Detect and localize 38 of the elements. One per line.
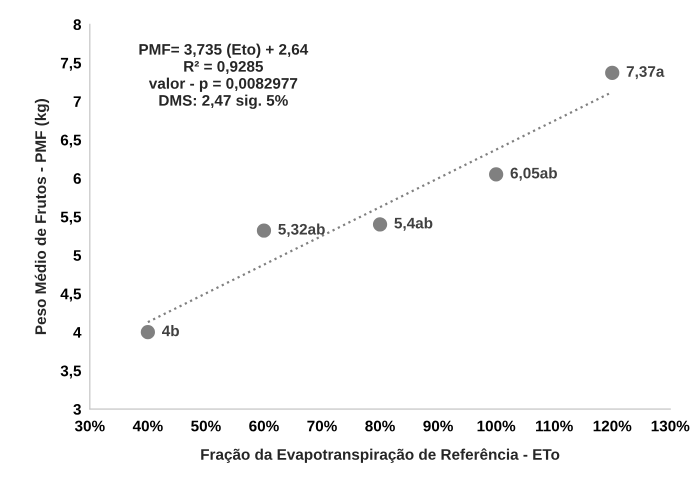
x-tick-label: 90%: [423, 420, 453, 432]
annotation: DMS: 2,47 sig. 5%: [159, 94, 288, 109]
x-tick-label: 130%: [652, 420, 690, 432]
x-tick-label: 30%: [74, 420, 105, 432]
annotation: valor - p = 0,0082977: [148, 78, 298, 92]
point: [256, 223, 272, 238]
data-label: 4b: [162, 325, 179, 336]
x-tick-label: 100%: [478, 420, 516, 432]
y-tick-label: 4: [73, 327, 82, 338]
y-tick-label: 6,5: [60, 134, 82, 148]
x-tick-label: 70%: [307, 420, 337, 432]
data-label: 5,32ab: [278, 223, 325, 237]
y-tick-label: 4,5: [60, 288, 82, 302]
point: [605, 66, 620, 80]
y-tick-label: 7: [74, 96, 81, 107]
point: [372, 217, 388, 232]
data-label: 5,4ab: [394, 217, 432, 231]
x-tick-label: 80%: [365, 420, 395, 432]
y-axis-title: Peso Médio de Frutos - PMF (kg): [34, 99, 50, 334]
point: [140, 325, 155, 340]
x-tick-label: 60%: [249, 420, 279, 432]
y-tick-label: 3: [73, 404, 81, 415]
x-tick-label: 110%: [536, 420, 573, 432]
y-tick-label: 6: [74, 173, 81, 184]
annotation: PMF= 3,735 (Eto) + 2,64: [139, 44, 308, 58]
y-tick-label: 7,5: [60, 58, 82, 71]
data-label: 6,05ab: [510, 167, 557, 181]
y-tick-label: 3,5: [60, 365, 82, 379]
annotation: R² = 0,9285: [184, 61, 264, 74]
x-tick-label: 40%: [132, 420, 163, 432]
x-axis-title: Fração da Evapotranspiração de Referência - ETo: [201, 448, 560, 463]
y-tick-label: 5: [73, 250, 82, 261]
data-label: 7,37a: [626, 66, 664, 80]
x-tick-label: 120%: [594, 420, 632, 432]
x-tick-label: 50%: [191, 420, 221, 432]
y-tick-label: 8: [73, 19, 82, 30]
y-tick-label: 5,5: [60, 212, 82, 225]
point: [489, 167, 504, 182]
